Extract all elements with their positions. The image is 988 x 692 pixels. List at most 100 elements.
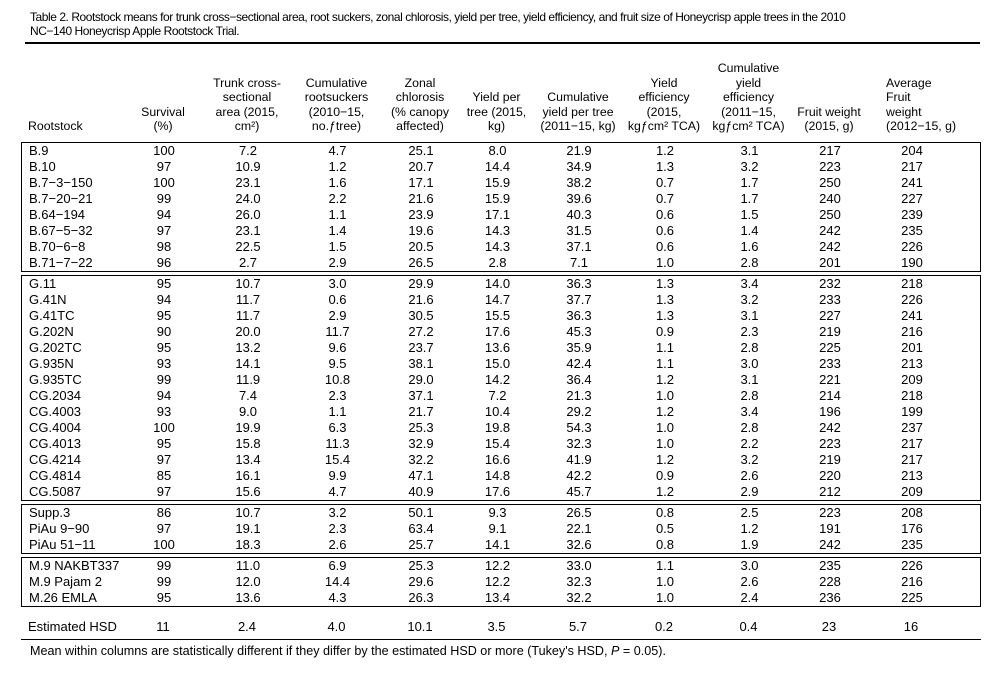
- value-cell: 0.9: [655, 467, 675, 483]
- value-cell: 1.0: [655, 589, 675, 605]
- rootstock-cell: PiAu 51−11: [29, 536, 96, 552]
- value-cell: 232: [819, 275, 841, 291]
- value-cell: 34.9: [566, 158, 592, 174]
- value-cell: 1.5: [328, 238, 347, 254]
- rootstock-cell: B.71−7−22: [29, 254, 93, 270]
- table-row: CG.5087 97 15.6 4.7 40.9 17.6 45.7 1.2 2.9 212 209: [22, 484, 980, 500]
- footnote-text: Mean within columns are statistically di…: [30, 643, 612, 658]
- value-cell: 27.2: [408, 323, 434, 339]
- value-cell: 3.2: [328, 504, 347, 520]
- value-cell: 14.8: [484, 467, 511, 483]
- value-cell: 17.6: [484, 483, 511, 499]
- table-row: G.202TC 95 13.2 9.6 23.7 13.6 35.9 1.1 2.8 225 201: [22, 340, 980, 356]
- value-cell: 219: [819, 451, 841, 467]
- rootstock-cell: PiAu 9−90: [29, 520, 90, 536]
- table-row: B.67−5−32 97 23.1 1.4 19.6 14.3 31.5 0.6 1.4 242 2…: [22, 223, 980, 239]
- group-box-m: M.9 NAKBT337 99 11.0 6.9 25.3 12.2 33.0 1.1 3.0 2…: [21, 556, 981, 607]
- value-cell: 2.8: [740, 254, 759, 270]
- value-cell: 35.9: [566, 339, 592, 355]
- value-cell: 21.9: [566, 142, 592, 158]
- value-cell: 201: [819, 254, 841, 270]
- value-cell: 20.0: [235, 323, 261, 339]
- value-cell: 2.9: [328, 307, 347, 323]
- value-cell: 239: [901, 206, 923, 222]
- value-cell: 217: [901, 158, 923, 174]
- rootstock-cell: CG.5087: [29, 483, 82, 499]
- value-cell: 1.0: [655, 387, 675, 403]
- value-cell: 3.0: [328, 275, 347, 291]
- value-cell: 242: [819, 222, 841, 238]
- value-cell: 1.0: [655, 254, 675, 270]
- value-cell: 21.6: [408, 291, 434, 307]
- value-cell: 13.6: [235, 589, 261, 605]
- value-cell: 3.0: [740, 557, 759, 573]
- value-cell: 0.9: [655, 323, 675, 339]
- table-row: CG.4214 97 13.4 15.4 32.2 16.6 41.9 1.2 3.2 219 21…: [22, 452, 980, 468]
- hsd-value-cell: 0.2: [654, 618, 674, 634]
- value-cell: 4.7: [328, 483, 347, 499]
- value-cell: 15.9: [484, 174, 511, 190]
- value-cell: 23.7: [408, 339, 434, 355]
- value-cell: 2.3: [740, 323, 759, 339]
- value-cell: 233: [819, 355, 841, 371]
- value-cell: 11.0: [235, 557, 261, 573]
- value-cell: 209: [901, 371, 923, 387]
- value-cell: 15.5: [484, 307, 511, 323]
- column-header: Trunk cross- sectional area (2015, cm²): [213, 75, 281, 134]
- value-cell: 15.8: [235, 435, 261, 451]
- value-cell: 4.7: [328, 142, 347, 158]
- table-row: G.935N 93 14.1 9.5 38.1 15.0 42.4 1.1 3.0 233 213: [22, 356, 980, 372]
- value-cell: 90: [156, 323, 172, 339]
- value-cell: 97: [156, 451, 172, 467]
- rootstock-cell: G.202TC: [29, 339, 82, 355]
- value-cell: 0.6: [328, 291, 347, 307]
- value-cell: 26.5: [408, 254, 434, 270]
- rootstock-cell: B.9: [29, 142, 49, 158]
- value-cell: 226: [901, 238, 923, 254]
- value-cell: 1.3: [655, 291, 675, 307]
- value-cell: 1.4: [328, 222, 347, 238]
- value-cell: 15.0: [484, 355, 511, 371]
- value-cell: 1.2: [740, 520, 759, 536]
- value-cell: 0.6: [655, 238, 675, 254]
- value-cell: 32.6: [566, 536, 592, 552]
- value-cell: 233: [819, 291, 841, 307]
- value-cell: 1.2: [655, 142, 675, 158]
- hsd-value-cell: 23: [821, 618, 837, 634]
- value-cell: 99: [156, 573, 172, 589]
- value-cell: 26.0: [235, 206, 261, 222]
- table-row: CG.2034 94 7.4 2.3 37.1 7.2 21.3 1.0 2.8 214 218: [22, 388, 980, 404]
- value-cell: 97: [156, 520, 172, 536]
- rootstock-cell: B.67−5−32: [29, 222, 93, 238]
- value-cell: 0.7: [655, 190, 675, 206]
- value-cell: 217: [819, 142, 841, 158]
- value-cell: 100: [153, 174, 175, 190]
- value-cell: 7.1: [569, 254, 589, 270]
- value-cell: 241: [901, 307, 923, 323]
- value-cell: 32.2: [566, 589, 592, 605]
- value-cell: 26.5: [566, 504, 592, 520]
- value-cell: 19.1: [235, 520, 261, 536]
- table-row: G.41N 94 11.7 0.6 21.6 14.7 37.7 1.3 3.2 233 226: [22, 292, 980, 308]
- value-cell: 219: [819, 323, 841, 339]
- value-cell: 11.3: [325, 435, 350, 451]
- value-cell: 86: [156, 504, 172, 520]
- value-cell: 209: [901, 483, 923, 499]
- value-cell: 1.6: [740, 238, 759, 254]
- value-cell: 250: [819, 174, 841, 190]
- value-cell: 97: [156, 158, 172, 174]
- value-cell: 15.6: [235, 483, 261, 499]
- value-cell: 1.2: [655, 403, 675, 419]
- rootstock-cell: CG.4003: [29, 403, 82, 419]
- table-caption: Table 2. Rootstock means for trunk cross…: [25, 10, 980, 44]
- value-cell: 9.0: [238, 403, 258, 419]
- rootstock-cell: B.7−20−21: [29, 190, 93, 206]
- value-cell: 14.7: [484, 291, 511, 307]
- value-cell: 24.0: [235, 190, 261, 206]
- value-cell: 32.3: [566, 435, 592, 451]
- value-cell: 3.4: [740, 403, 759, 419]
- value-cell: 26.3: [408, 589, 434, 605]
- value-cell: 2.8: [740, 339, 759, 355]
- value-cell: 33.0: [566, 557, 592, 573]
- table-row: B.9 100 7.2 4.7 25.1 8.0 21.9 1.2 3.1 217 204: [22, 143, 980, 159]
